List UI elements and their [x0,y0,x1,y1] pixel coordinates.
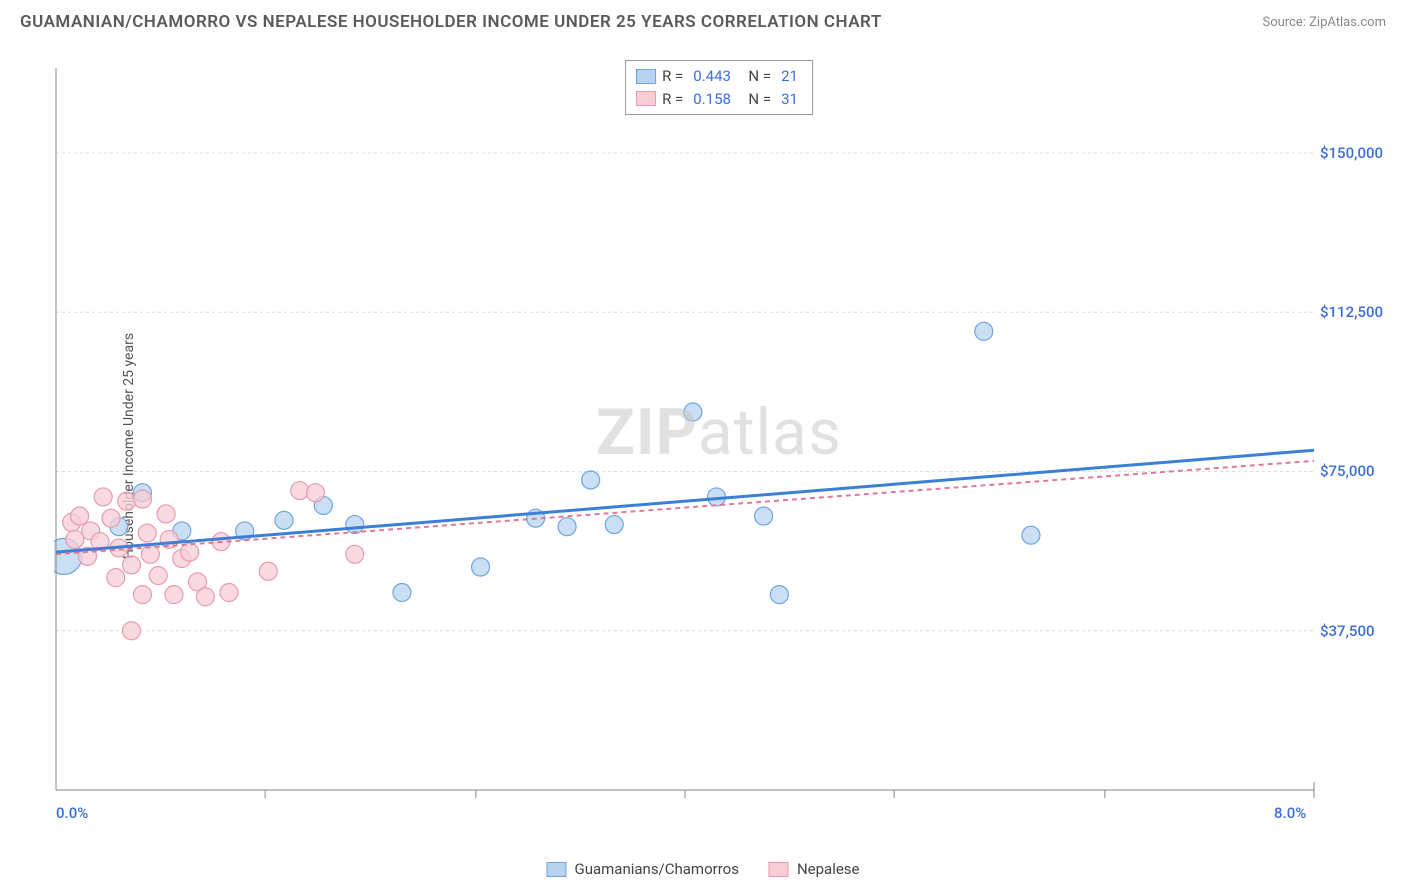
y-tick-label: $75,000 [1320,462,1375,480]
data-point [94,488,112,506]
legend-r-label: R = [662,65,683,88]
data-point [122,556,140,574]
data-point [149,567,167,585]
correlation-legend-row: R = 0.158 N = 31 [636,88,802,111]
data-point [275,511,293,529]
data-point [71,507,89,525]
data-point [220,584,238,602]
data-point [291,482,309,500]
regression-line [56,461,1314,554]
data-point [118,492,136,510]
legend-n-label: N = [741,65,771,88]
legend-n-label: N = [741,88,771,111]
legend-swatch [546,862,566,877]
data-point [770,586,788,604]
data-point [472,558,490,576]
legend-r-label: R = [662,88,683,111]
data-point [306,484,324,502]
legend-swatch [636,91,656,106]
data-point [975,322,993,340]
data-point [107,569,125,587]
correlation-legend-row: R = 0.443 N = 21 [636,65,802,88]
data-point [755,507,773,525]
data-point [122,622,140,640]
series-legend-item: Nepalese [769,860,860,878]
data-point [133,490,151,508]
legend-n-value: 31 [781,88,798,111]
chart-area: ZIPatlas R = 0.443 N = 21R = 0.158 N = 3… [54,60,1384,820]
y-tick-label: $112,500 [1320,303,1383,321]
data-point [605,516,623,534]
data-point [582,471,600,489]
data-point [393,584,411,602]
data-point [102,509,120,527]
data-point [684,403,702,421]
data-point [346,516,364,534]
scatter-plot [54,60,1384,820]
chart-title: GUAMANIAN/CHAMORRO VS NEPALESE HOUSEHOLD… [20,12,882,32]
x-tick-label: 8.0% [1274,804,1306,822]
data-point [196,588,214,606]
data-point [346,545,364,563]
y-tick-label: $150,000 [1320,144,1383,162]
data-point [558,518,576,536]
data-point [165,586,183,604]
legend-n-value: 21 [781,65,798,88]
data-point [66,530,84,548]
data-point [133,586,151,604]
x-tick-label: 0.0% [56,804,88,822]
legend-swatch [769,862,789,877]
correlation-legend: R = 0.443 N = 21R = 0.158 N = 31 [625,60,813,115]
regression-line [56,450,1314,552]
y-tick-label: $37,500 [1320,622,1375,640]
legend-r-value: 0.158 [693,88,731,111]
series-legend-item: Guamanians/Chamorros [546,860,738,878]
data-point [1022,526,1040,544]
legend-r-value: 0.443 [693,65,731,88]
data-point [138,524,156,542]
data-point [181,543,199,561]
data-point [259,562,277,580]
series-legend-label: Nepalese [797,860,860,878]
series-legend-label: Guamanians/Chamorros [574,860,738,878]
source-label: Source: ZipAtlas.com [1262,15,1386,30]
legend-swatch [636,69,656,84]
title-bar: GUAMANIAN/CHAMORRO VS NEPALESE HOUSEHOLD… [0,0,1406,40]
series-legend: Guamanians/Chamorros Nepalese [546,860,859,878]
data-point [157,505,175,523]
